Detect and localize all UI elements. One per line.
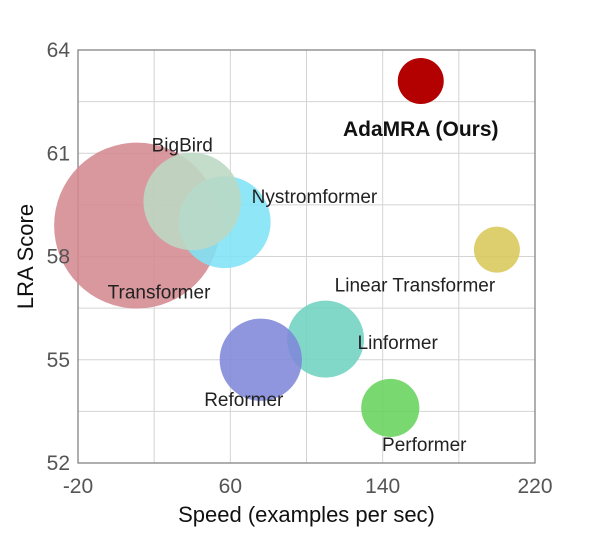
y-tick-labels: 52 55 58 61 64 bbox=[47, 39, 71, 475]
y-axis-title: LRA Score bbox=[13, 204, 38, 309]
bubble-bigbird bbox=[143, 152, 242, 251]
label-performer: Performer bbox=[382, 435, 467, 456]
bubble-reformer bbox=[219, 318, 302, 401]
bubble-performer bbox=[361, 378, 420, 438]
y-tick-label: 58 bbox=[47, 246, 70, 269]
label-adamra-ours: AdaMRA (Ours) bbox=[343, 118, 499, 141]
x-tick-label: 140 bbox=[365, 475, 400, 498]
y-tick-label: 55 bbox=[47, 349, 70, 372]
bubble-linformer bbox=[287, 300, 365, 378]
x-tick-labels: -20 60 140 220 bbox=[63, 475, 553, 498]
label-reformer: Reformer bbox=[204, 390, 284, 411]
label-bigbird: BigBird bbox=[152, 135, 213, 156]
y-tick-label: 61 bbox=[47, 142, 70, 165]
y-tick-label: 52 bbox=[47, 452, 70, 475]
label-linformer: Linformer bbox=[358, 333, 439, 354]
x-axis-title: Speed (examples per sec) bbox=[178, 502, 435, 527]
label-nystromformer: Nystromformer bbox=[252, 187, 378, 208]
bubble-adamra-ours bbox=[397, 57, 444, 104]
y-tick-label: 64 bbox=[47, 39, 71, 62]
x-tick-label: -20 bbox=[63, 475, 93, 498]
bubble-linear-transformer bbox=[473, 226, 520, 273]
label-linear-transformer: Linear Transformer bbox=[335, 276, 496, 297]
x-tick-label: 220 bbox=[517, 475, 552, 498]
point-labels: AdaMRA (Ours) Transformer BigBird Nystromfo… bbox=[108, 118, 499, 456]
x-tick-label: 60 bbox=[219, 475, 242, 498]
bubbles bbox=[54, 57, 520, 438]
label-transformer: Transformer bbox=[108, 283, 211, 304]
